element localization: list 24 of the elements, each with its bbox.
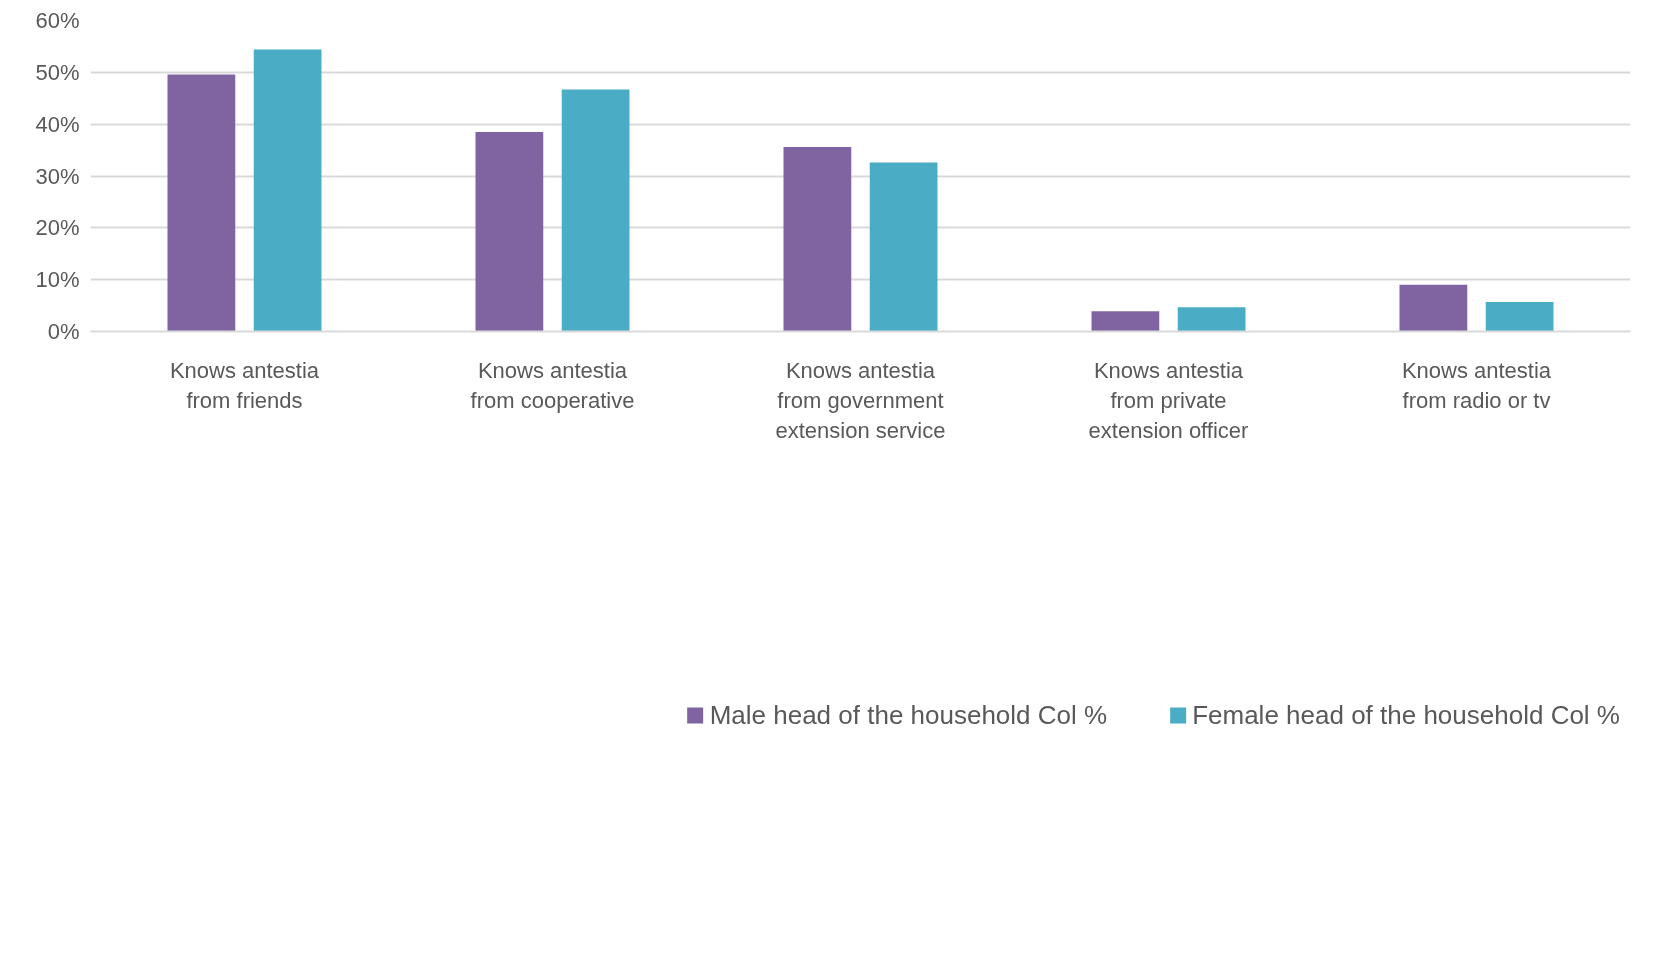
bar	[783, 146, 852, 332]
bar	[1091, 311, 1160, 332]
bar	[1177, 307, 1246, 332]
bar	[1399, 284, 1468, 332]
bar	[167, 74, 236, 332]
y-tick-label: 60%	[35, 8, 80, 33]
x-tick-label: Knows antestia from cooperative	[470, 357, 635, 413]
bar	[475, 131, 544, 332]
y-tick-label: 40%	[35, 111, 80, 137]
x-tick-label: Knows antestia from private extension officer	[1088, 357, 1249, 443]
y-tick-label: 30%	[35, 163, 80, 189]
bar	[1485, 301, 1554, 332]
x-tick-label: Knows antestia from friends	[169, 357, 320, 413]
y-tick-label: 20%	[35, 215, 80, 241]
x-tick-label: Knows antestia from radio or tv	[1401, 357, 1552, 413]
legend-label: Male head of the household Col %	[709, 699, 1108, 731]
y-tick-label: 0%	[47, 319, 80, 344]
bar	[253, 49, 322, 332]
y-tick-label: 10%	[35, 267, 80, 293]
x-tick-label: Knows antestia from government extension service	[775, 357, 946, 443]
bar	[869, 162, 938, 332]
bar	[561, 89, 630, 332]
y-tick-label: 50%	[35, 59, 80, 85]
legend-label: Female head of the household Col %	[1192, 699, 1620, 731]
